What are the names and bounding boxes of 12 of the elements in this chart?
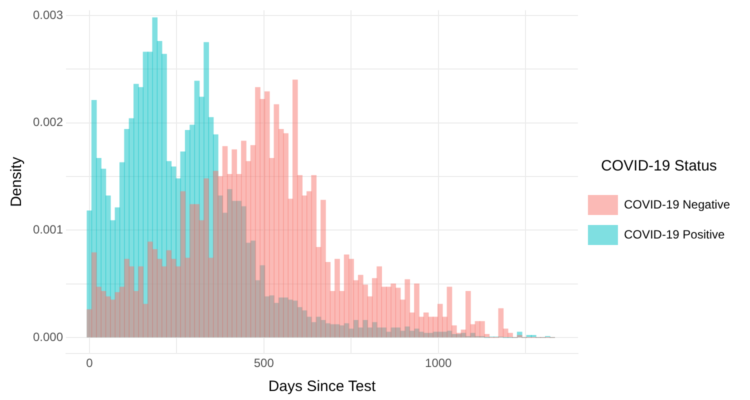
y-tick-label: 0.002 bbox=[33, 115, 64, 130]
x-tick-label: 0 bbox=[86, 356, 94, 370]
x-tick-label: 500 bbox=[254, 356, 274, 370]
y-tick-label: 0.001 bbox=[33, 222, 64, 237]
legend-label: COVID-19 Negative bbox=[624, 197, 730, 212]
legend-title: COVID-19 Status bbox=[601, 158, 717, 175]
y-tick-label: 0.000 bbox=[33, 330, 64, 344]
legend-label: COVID-19 Positive bbox=[624, 227, 725, 242]
x-axis-title: Days Since Test bbox=[268, 378, 376, 396]
y-tick-label: 0.003 bbox=[33, 8, 64, 22]
x-tick-label: 1000 bbox=[425, 356, 452, 370]
y-axis-title: Density bbox=[8, 156, 26, 207]
